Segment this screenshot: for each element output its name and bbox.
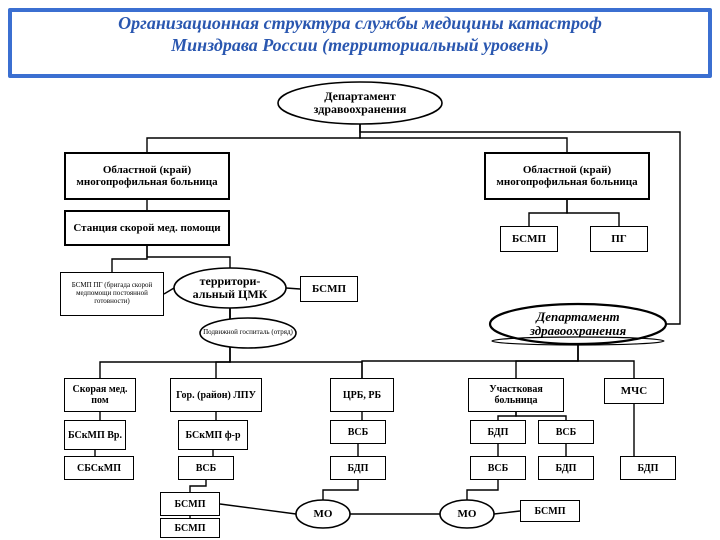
node-r1a: БСкМП Вр. xyxy=(64,420,126,450)
node-r5b: БДП xyxy=(620,456,676,480)
node-r2b: ВСБ xyxy=(178,456,234,480)
node-r3b: БДП xyxy=(330,456,386,480)
node-oblR: Областной (край) многопрофильная больниц… xyxy=(484,152,650,200)
node-b2: БСМП xyxy=(160,518,220,538)
node-r4d: БДП xyxy=(538,456,594,480)
node-bsmpR: БСМП xyxy=(500,226,558,252)
node-mo1: МО xyxy=(296,500,350,528)
node-b3: БСМП xyxy=(520,500,580,522)
node-mo2: МО xyxy=(440,500,494,528)
node-bsmp1: БСМП xyxy=(300,276,358,302)
node-dep2: Департамент здравоохранения xyxy=(490,304,666,344)
node-r3a: ВСБ xyxy=(330,420,386,444)
node-b1: БСМП xyxy=(160,492,220,516)
node-r4a: БДП xyxy=(470,420,526,444)
node-c4: Участковая больница xyxy=(468,378,564,412)
node-c2: Гор. (район) ЛПУ xyxy=(170,378,262,412)
node-stanc: Станция скорой мед. помощи xyxy=(64,210,230,246)
node-r4b: ВСБ xyxy=(538,420,594,444)
node-r2a: БСкМП ф-р xyxy=(178,420,248,450)
node-c1: Скорая мед. пом xyxy=(64,378,136,412)
node-tcmk: территори- альный ЦМК xyxy=(174,268,286,308)
node-pgR: ПГ xyxy=(590,226,648,252)
node-dep: Департамент здравоохранения xyxy=(278,82,442,124)
node-gosp: Подвижной госпиталь (отряд) xyxy=(200,318,296,348)
node-c3: ЦРБ, РБ xyxy=(330,378,394,412)
node-oblL: Областной (край) многопрофильная больниц… xyxy=(64,152,230,200)
node-c5: МЧС xyxy=(604,378,664,404)
node-r4c: ВСБ xyxy=(470,456,526,480)
node-bsmppg: БСМП ПГ (бригада скорой медпомощи постоя… xyxy=(60,272,164,316)
node-r1b: СБСкМП xyxy=(64,456,134,480)
